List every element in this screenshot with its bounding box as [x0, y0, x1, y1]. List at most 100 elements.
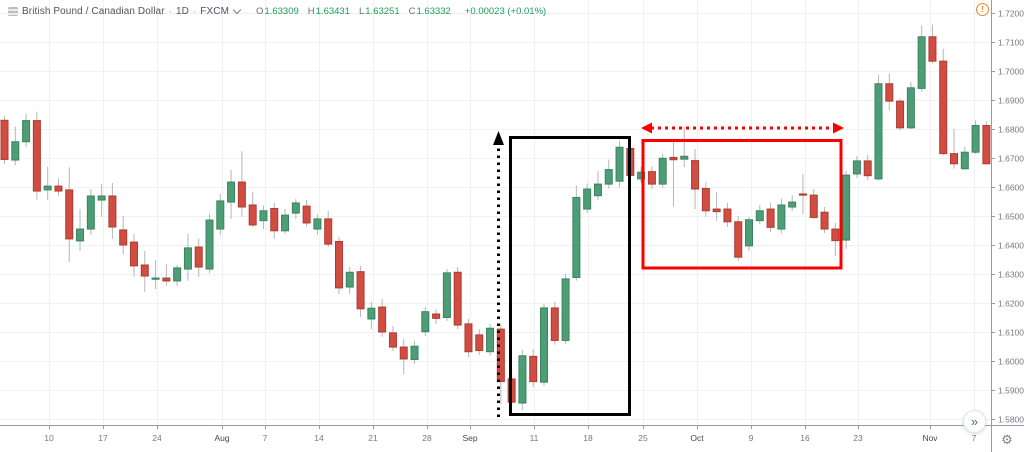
close-value: C1.63332	[408, 6, 451, 17]
candle	[194, 238, 203, 277]
time-label: 7	[263, 433, 268, 443]
candle	[22, 113, 31, 147]
candle	[496, 323, 505, 404]
time-label: 11	[530, 433, 539, 443]
time-label: 14	[314, 433, 324, 443]
time-label: 7	[972, 433, 977, 443]
candle	[701, 182, 710, 217]
candle	[345, 267, 354, 295]
symbol-title[interactable]: British Pound / Canadian Dollar	[22, 6, 165, 17]
gear-icon[interactable]: ⚙	[1001, 432, 1013, 447]
candle	[442, 269, 451, 321]
price-label: 1.63000	[998, 270, 1024, 280]
price-label: 1.65000	[998, 212, 1024, 222]
price-label: 1.70000	[998, 67, 1024, 77]
candle	[464, 318, 473, 357]
candle	[475, 329, 484, 355]
candle	[842, 171, 851, 250]
candle	[777, 198, 786, 234]
candle	[615, 140, 624, 187]
candle	[540, 303, 548, 386]
time-label: Aug	[214, 433, 229, 443]
price-label: 1.72000	[998, 9, 1024, 19]
price-label: 1.62000	[998, 299, 1024, 309]
candle	[76, 209, 85, 252]
candle	[766, 202, 775, 232]
candle	[691, 149, 700, 210]
price-label: 1.68000	[998, 125, 1024, 135]
time-label: Sep	[462, 433, 477, 443]
candle	[852, 155, 861, 179]
interval-label[interactable]: 1D	[175, 6, 189, 17]
candle	[237, 151, 246, 217]
candle	[550, 301, 559, 345]
time-label: 17	[98, 433, 108, 443]
separator-dot: ·	[192, 6, 197, 17]
delayed-data-icon[interactable]: !	[976, 3, 989, 16]
candle	[205, 213, 214, 274]
symbol-flag-icon	[8, 7, 18, 16]
price-label: 1.64000	[998, 241, 1024, 251]
time-label: Nov	[922, 433, 938, 443]
impulse_box_black[interactable]	[509, 136, 631, 416]
candle	[518, 349, 527, 411]
candle	[917, 25, 926, 92]
annotations-layer	[493, 122, 844, 417]
scroll-to-latest-button[interactable]: »	[963, 410, 986, 433]
candle	[43, 166, 52, 200]
ohlc-values: O1.63309 H1.63431 L1.63251 C1.63332	[256, 6, 460, 17]
time-label: 28	[422, 433, 432, 443]
time-axis[interactable]: 10 17 24 Aug 7 14 21 28 Sep 11 18 25 Oct 9 16 23 Nov 7	[0, 425, 1024, 444]
price-label: 1.58000	[998, 415, 1024, 425]
candle	[108, 182, 117, 239]
separator-dot: ·	[168, 6, 172, 17]
candle	[820, 207, 829, 234]
symbol-legend: British Pound / Canadian Dollar · 1D · F…	[6, 4, 546, 19]
candle	[896, 98, 905, 131]
candle	[950, 128, 959, 169]
candle	[183, 233, 192, 281]
candle	[561, 274, 570, 344]
candle	[334, 236, 343, 295]
price-label: 1.59000	[998, 386, 1024, 396]
candle	[928, 24, 937, 64]
candle	[324, 211, 333, 248]
exchange-label[interactable]: FXCM	[200, 6, 230, 17]
candle	[939, 48, 948, 156]
candle	[572, 185, 581, 281]
candle	[647, 166, 656, 190]
price-label: 1.71000	[998, 38, 1024, 48]
candle	[270, 202, 279, 239]
candle	[583, 183, 592, 214]
price-label: 1.67000	[998, 154, 1024, 164]
time-label: 9	[749, 433, 754, 443]
candle	[97, 183, 106, 217]
candle	[723, 202, 732, 228]
candles-layer	[0, 24, 991, 411]
time-label: Oct	[690, 433, 704, 443]
candle	[421, 306, 430, 337]
price-axis[interactable]: 1.72000 1.71000 1.70000 1.69000 1.68000 1.670…	[991, 0, 1024, 452]
candle	[885, 73, 894, 111]
range_box_red[interactable]	[641, 139, 843, 270]
breakout_arrow_black[interactable]	[493, 131, 504, 417]
candle	[65, 167, 74, 263]
candle	[313, 213, 322, 236]
candle	[11, 126, 20, 166]
chevron-down-icon[interactable]	[232, 5, 242, 15]
candle	[129, 233, 138, 277]
candle	[248, 191, 257, 228]
candle	[680, 126, 689, 167]
range_arrow_red[interactable]	[641, 122, 844, 134]
candle	[0, 115, 9, 165]
candle	[410, 340, 419, 364]
candle	[54, 178, 63, 196]
candle	[291, 198, 300, 219]
low-value: L1.63251	[358, 6, 400, 17]
candle	[734, 216, 743, 261]
candle	[399, 338, 408, 375]
candle	[356, 265, 365, 317]
candle	[745, 216, 754, 252]
price-label: 1.60000	[998, 357, 1024, 367]
